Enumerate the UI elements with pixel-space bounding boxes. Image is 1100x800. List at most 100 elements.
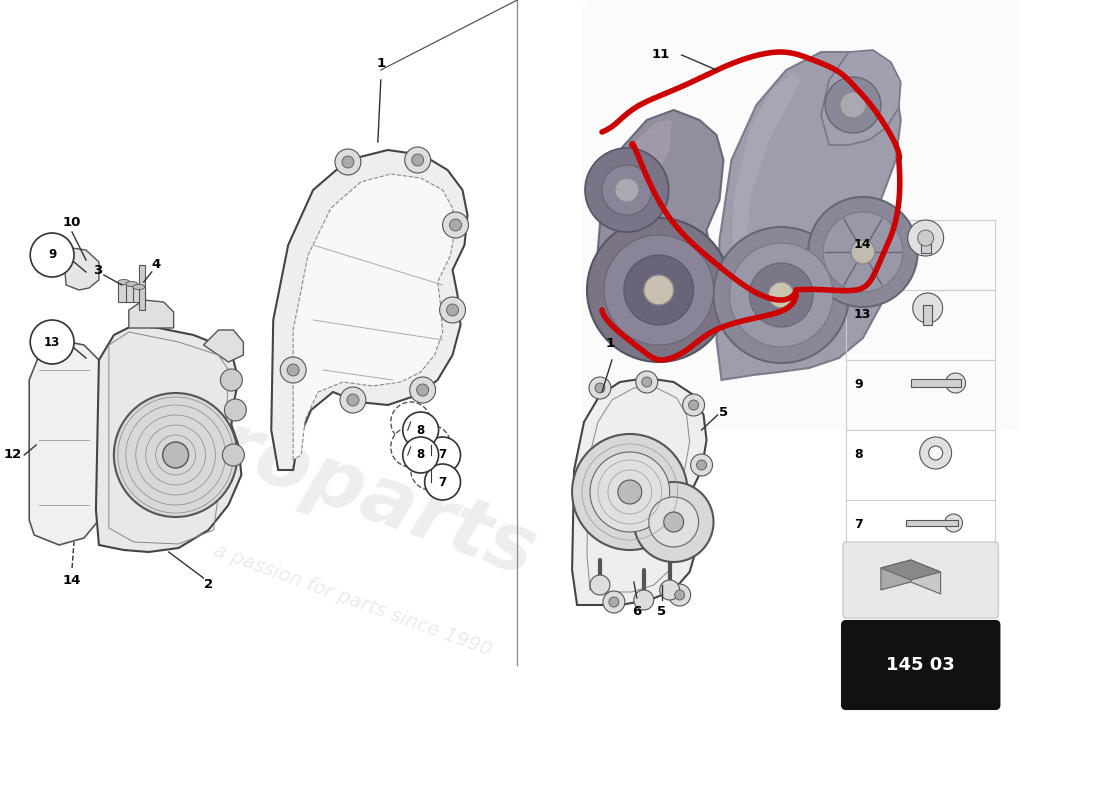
Circle shape xyxy=(945,514,962,532)
Circle shape xyxy=(603,591,625,613)
Circle shape xyxy=(30,320,74,364)
Circle shape xyxy=(450,219,462,231)
Text: 7: 7 xyxy=(854,518,862,531)
Text: 13: 13 xyxy=(854,309,871,322)
Text: 5: 5 xyxy=(719,406,728,418)
Text: 8: 8 xyxy=(854,449,862,462)
Circle shape xyxy=(590,452,670,532)
Text: 145 03: 145 03 xyxy=(887,656,955,674)
Circle shape xyxy=(590,575,609,595)
Circle shape xyxy=(913,293,943,323)
Polygon shape xyxy=(96,325,241,552)
Circle shape xyxy=(928,446,943,460)
Polygon shape xyxy=(597,110,724,342)
Circle shape xyxy=(669,584,691,606)
Circle shape xyxy=(634,482,714,562)
Circle shape xyxy=(946,373,966,393)
Circle shape xyxy=(440,297,465,323)
Circle shape xyxy=(808,197,917,307)
Circle shape xyxy=(220,369,242,391)
Circle shape xyxy=(641,377,652,387)
Circle shape xyxy=(609,597,619,607)
Circle shape xyxy=(840,92,866,118)
Circle shape xyxy=(636,371,658,393)
Circle shape xyxy=(714,227,849,363)
Text: 9: 9 xyxy=(854,378,862,391)
Circle shape xyxy=(447,304,459,316)
Bar xyxy=(118,282,130,302)
Polygon shape xyxy=(30,340,99,545)
Circle shape xyxy=(390,402,430,442)
Circle shape xyxy=(768,282,794,308)
Polygon shape xyxy=(911,560,940,594)
Text: 13: 13 xyxy=(44,335,60,349)
Circle shape xyxy=(908,220,944,256)
Circle shape xyxy=(634,590,653,610)
Circle shape xyxy=(729,243,833,347)
Ellipse shape xyxy=(133,285,145,290)
Polygon shape xyxy=(129,300,174,328)
Circle shape xyxy=(851,240,874,264)
Polygon shape xyxy=(732,72,801,300)
Polygon shape xyxy=(272,150,468,470)
Circle shape xyxy=(336,149,361,175)
Circle shape xyxy=(604,235,714,345)
Circle shape xyxy=(222,444,244,466)
Circle shape xyxy=(442,212,469,238)
Circle shape xyxy=(163,442,188,468)
Circle shape xyxy=(405,147,430,173)
Text: 8: 8 xyxy=(417,449,425,462)
Circle shape xyxy=(602,165,652,215)
Text: 11: 11 xyxy=(651,49,670,62)
Circle shape xyxy=(585,148,669,232)
Polygon shape xyxy=(821,50,901,145)
Bar xyxy=(133,287,145,302)
Circle shape xyxy=(340,387,366,413)
Circle shape xyxy=(410,450,451,490)
Circle shape xyxy=(674,590,684,600)
Text: 14: 14 xyxy=(63,574,81,586)
Circle shape xyxy=(409,377,436,403)
Polygon shape xyxy=(294,174,454,460)
Circle shape xyxy=(825,77,881,133)
Ellipse shape xyxy=(125,282,138,286)
Polygon shape xyxy=(572,378,706,605)
Bar xyxy=(923,305,932,325)
Circle shape xyxy=(696,460,706,470)
Circle shape xyxy=(587,218,730,362)
Polygon shape xyxy=(716,52,901,380)
Polygon shape xyxy=(617,120,672,255)
Text: 12: 12 xyxy=(4,449,22,462)
Text: 6: 6 xyxy=(632,605,641,618)
Circle shape xyxy=(595,383,605,393)
Circle shape xyxy=(663,512,683,532)
Circle shape xyxy=(403,412,439,448)
Text: 14: 14 xyxy=(854,238,871,251)
Circle shape xyxy=(917,230,934,246)
Polygon shape xyxy=(881,560,911,590)
Circle shape xyxy=(588,377,610,399)
Circle shape xyxy=(644,275,673,305)
Circle shape xyxy=(618,480,641,504)
Circle shape xyxy=(683,394,705,416)
Circle shape xyxy=(224,399,246,421)
Circle shape xyxy=(823,212,903,292)
Circle shape xyxy=(660,580,680,600)
Circle shape xyxy=(649,497,698,547)
Text: 10: 10 xyxy=(63,215,81,229)
Circle shape xyxy=(572,434,688,550)
Circle shape xyxy=(749,263,813,327)
Text: 2: 2 xyxy=(204,578,213,591)
Text: 1: 1 xyxy=(376,57,385,70)
Text: europarts: europarts xyxy=(100,367,546,593)
Circle shape xyxy=(920,437,951,469)
Bar xyxy=(125,284,138,302)
Bar xyxy=(921,235,931,253)
Circle shape xyxy=(114,393,238,517)
Text: 3: 3 xyxy=(92,263,102,277)
FancyBboxPatch shape xyxy=(582,0,1021,430)
Circle shape xyxy=(624,255,694,325)
Ellipse shape xyxy=(118,279,130,285)
Circle shape xyxy=(689,400,698,410)
Circle shape xyxy=(411,154,424,166)
